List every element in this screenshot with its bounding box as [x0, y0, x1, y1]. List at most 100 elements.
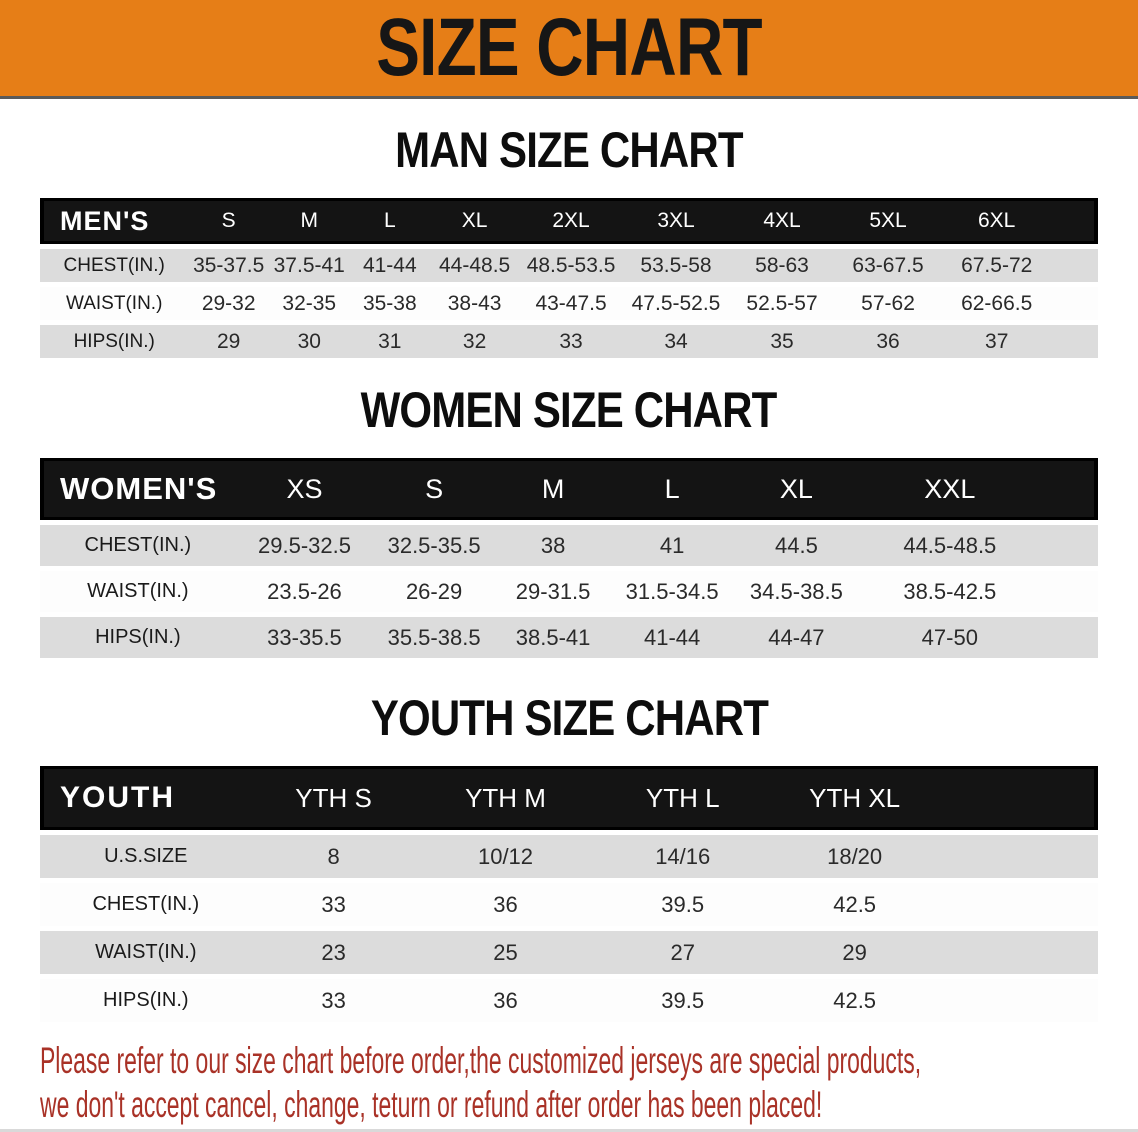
size-value-cell: 30: [268, 325, 350, 358]
size-value-cell: 25: [415, 931, 596, 974]
spacer-cell: [939, 883, 1098, 926]
spacer-cell: [1039, 525, 1098, 566]
table-corner-label: WOMEN'S: [40, 458, 236, 520]
table-row: WAIST(IN.) 23 25 27 29: [40, 931, 1098, 974]
size-value-cell: 27: [595, 931, 770, 974]
size-value-cell: 35-38: [349, 287, 431, 320]
size-column-header: YTH L: [595, 766, 770, 830]
size-column-header: M: [268, 198, 350, 244]
page-bottom-edge: [0, 1129, 1138, 1132]
spacer-cell: [1039, 617, 1098, 658]
size-value-cell: 29: [770, 931, 940, 974]
size-value-cell: 36: [415, 979, 596, 1022]
mens-size-table: MEN'S S M L XL 2XL 3XL 4XL 5XL 6XL CHEST(IN.) 35-37…: [40, 193, 1098, 363]
size-column-header: L: [611, 458, 733, 520]
size-value-cell: 57-62: [835, 287, 942, 320]
size-column-header: YTH M: [415, 766, 596, 830]
table-row: CHEST(IN.) 35-37.5 37.5-41 41-44 44-48.5 48.5…: [40, 249, 1098, 282]
size-value-cell: 14/16: [595, 835, 770, 878]
youth-size-table: YOUTH YTH S YTH M YTH L YTH XL U.S.SIZE 8 10/12…: [40, 761, 1098, 1027]
size-value-cell: 44-48.5: [430, 249, 520, 282]
size-value-cell: 42.5: [770, 883, 940, 926]
row-label: CHEST(IN.): [40, 249, 189, 282]
spacer-cell: [1052, 249, 1098, 282]
row-label: WAIST(IN.): [40, 287, 189, 320]
size-column-header: XXL: [859, 458, 1040, 520]
size-column-header: 5XL: [835, 198, 942, 244]
size-value-cell: 48.5-53.5: [519, 249, 623, 282]
table-row: CHEST(IN.) 29.5-32.5 32.5-35.5 38 41 44.5 44.5…: [40, 525, 1098, 566]
size-value-cell: 31: [349, 325, 431, 358]
size-value-cell: 38.5-41: [494, 617, 612, 658]
table-row: U.S.SIZE 8 10/12 14/16 18/20: [40, 835, 1098, 878]
youth-size-chart-heading-text: YOUTH SIZE CHART: [370, 690, 768, 746]
size-value-cell: 42.5: [770, 979, 940, 1022]
size-column-header: S: [373, 458, 495, 520]
man-size-chart-heading-text: MAN SIZE CHART: [395, 122, 743, 178]
table-corner-label: MEN'S: [40, 198, 189, 244]
size-value-cell: 38.5-42.5: [859, 571, 1040, 612]
size-value-cell: 39.5: [595, 979, 770, 1022]
row-label: U.S.SIZE: [40, 835, 252, 878]
women-size-chart-heading-text: WOMEN SIZE CHART: [361, 382, 778, 438]
size-value-cell: 53.5-58: [623, 249, 730, 282]
size-value-cell: 41-44: [611, 617, 733, 658]
spacer-cell: [1039, 571, 1098, 612]
size-value-cell: 38: [494, 525, 612, 566]
size-value-cell: 33: [519, 325, 623, 358]
size-column-header: YTH S: [251, 766, 416, 830]
size-value-cell: 29: [188, 325, 269, 358]
size-value-cell: 41-44: [349, 249, 431, 282]
size-column-header: 3XL: [623, 198, 730, 244]
size-value-cell: 44-47: [732, 617, 860, 658]
table-row: HIPS(IN.) 33-35.5 35.5-38.5 38.5-41 41-44 44-…: [40, 617, 1098, 658]
size-value-cell: 62-66.5: [941, 287, 1053, 320]
size-value-cell: 67.5-72: [941, 249, 1053, 282]
spacer-cell: [939, 766, 1098, 830]
header-row: WOMEN'S XS S M L XL XXL: [40, 458, 1098, 520]
size-value-cell: 43-47.5: [519, 287, 623, 320]
size-value-cell: 36: [835, 325, 942, 358]
row-label: CHEST(IN.): [40, 883, 252, 926]
size-value-cell: 36: [415, 883, 596, 926]
row-label: HIPS(IN.): [40, 617, 236, 658]
table-row: CHEST(IN.) 33 36 39.5 42.5: [40, 883, 1098, 926]
size-value-cell: 29-31.5: [494, 571, 612, 612]
size-value-cell: 33: [251, 883, 416, 926]
man-size-chart-heading: MAN SIZE CHART: [0, 125, 1138, 175]
size-column-header: 4XL: [729, 198, 836, 244]
size-value-cell: 34.5-38.5: [732, 571, 860, 612]
table-row: HIPS(IN.) 29 30 31 32 33 34 35 36 37: [40, 325, 1098, 358]
banner-title: SIZE CHART: [376, 2, 762, 93]
size-value-cell: 58-63: [729, 249, 836, 282]
size-value-cell: 63-67.5: [835, 249, 942, 282]
size-value-cell: 47-50: [859, 617, 1040, 658]
size-value-cell: 10/12: [415, 835, 596, 878]
size-value-cell: 39.5: [595, 883, 770, 926]
table-row: HIPS(IN.) 33 36 39.5 42.5: [40, 979, 1098, 1022]
women-size-chart-heading: WOMEN SIZE CHART: [0, 385, 1138, 435]
youth-size-table-grid: YOUTH YTH S YTH M YTH L YTH XL U.S.SIZE 8 10/12…: [40, 761, 1098, 1027]
youth-size-chart-heading: YOUTH SIZE CHART: [0, 693, 1138, 743]
size-value-cell: 33-35.5: [235, 617, 374, 658]
size-value-cell: 44.5-48.5: [859, 525, 1040, 566]
size-column-header: M: [494, 458, 612, 520]
size-value-cell: 41: [611, 525, 733, 566]
size-value-cell: 37: [941, 325, 1053, 358]
row-label: CHEST(IN.): [40, 525, 236, 566]
size-value-cell: 26-29: [373, 571, 495, 612]
size-value-cell: 23.5-26: [235, 571, 374, 612]
disclaimer: Please refer to our size chart before or…: [40, 1039, 1098, 1126]
row-label: WAIST(IN.): [40, 571, 236, 612]
size-value-cell: 18/20: [770, 835, 940, 878]
table-row: WAIST(IN.) 23.5-26 26-29 29-31.5 31.5-34.5 34…: [40, 571, 1098, 612]
spacer-cell: [1052, 198, 1098, 244]
row-label: WAIST(IN.): [40, 931, 252, 974]
size-column-header: XL: [732, 458, 860, 520]
size-value-cell: 44.5: [732, 525, 860, 566]
size-column-header: 2XL: [519, 198, 623, 244]
size-value-cell: 35: [729, 325, 836, 358]
womens-size-table-grid: WOMEN'S XS S M L XL XXL CHEST(IN.) 29.5-32.5 32.5…: [40, 453, 1098, 663]
size-value-cell: 8: [251, 835, 416, 878]
size-value-cell: 32: [430, 325, 520, 358]
